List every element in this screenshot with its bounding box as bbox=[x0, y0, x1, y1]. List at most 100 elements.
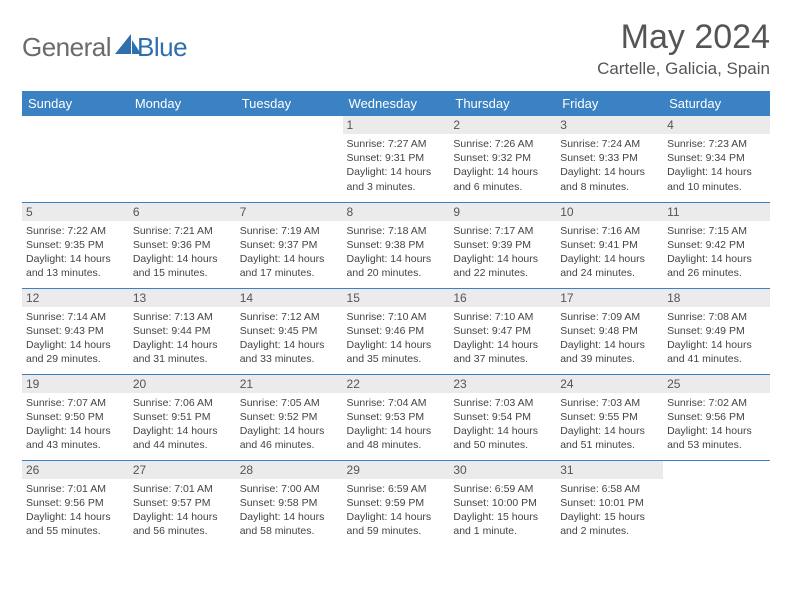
day-number: 28 bbox=[236, 461, 343, 479]
sunset-text: Sunset: 9:44 PM bbox=[133, 324, 232, 338]
daylight-text: Daylight: 14 hours and 58 minutes. bbox=[240, 510, 339, 538]
daylight-text: Daylight: 14 hours and 10 minutes. bbox=[667, 165, 766, 193]
sunset-text: Sunset: 9:51 PM bbox=[133, 410, 232, 424]
day-info: Sunrise: 6:58 AMSunset: 10:01 PMDaylight… bbox=[560, 482, 659, 539]
weekday-header: Saturday bbox=[663, 91, 770, 116]
sunrise-text: Sunrise: 7:13 AM bbox=[133, 310, 232, 324]
sunset-text: Sunset: 9:36 PM bbox=[133, 238, 232, 252]
day-info: Sunrise: 7:26 AMSunset: 9:32 PMDaylight:… bbox=[453, 137, 552, 194]
weekday-header: Wednesday bbox=[343, 91, 450, 116]
sunrise-text: Sunrise: 7:04 AM bbox=[347, 396, 446, 410]
sunrise-text: Sunrise: 7:10 AM bbox=[453, 310, 552, 324]
sunrise-text: Sunrise: 7:15 AM bbox=[667, 224, 766, 238]
sunrise-text: Sunrise: 7:19 AM bbox=[240, 224, 339, 238]
sunset-text: Sunset: 9:43 PM bbox=[26, 324, 125, 338]
calendar-day-cell: 8Sunrise: 7:18 AMSunset: 9:38 PMDaylight… bbox=[343, 202, 450, 288]
day-info: Sunrise: 7:03 AMSunset: 9:55 PMDaylight:… bbox=[560, 396, 659, 453]
daylight-text: Daylight: 14 hours and 20 minutes. bbox=[347, 252, 446, 280]
sunset-text: Sunset: 9:32 PM bbox=[453, 151, 552, 165]
sunset-text: Sunset: 9:38 PM bbox=[347, 238, 446, 252]
calendar-day-cell: 29Sunrise: 6:59 AMSunset: 9:59 PMDayligh… bbox=[343, 460, 450, 546]
day-number: 31 bbox=[556, 461, 663, 479]
weekday-header-row: Sunday Monday Tuesday Wednesday Thursday… bbox=[22, 91, 770, 116]
sunset-text: Sunset: 9:57 PM bbox=[133, 496, 232, 510]
daylight-text: Daylight: 14 hours and 22 minutes. bbox=[453, 252, 552, 280]
day-info: Sunrise: 7:12 AMSunset: 9:45 PMDaylight:… bbox=[240, 310, 339, 367]
daylight-text: Daylight: 14 hours and 3 minutes. bbox=[347, 165, 446, 193]
calendar-week-row: 19Sunrise: 7:07 AMSunset: 9:50 PMDayligh… bbox=[22, 374, 770, 460]
sunset-text: Sunset: 9:39 PM bbox=[453, 238, 552, 252]
day-number: 22 bbox=[343, 375, 450, 393]
day-number: 24 bbox=[556, 375, 663, 393]
daylight-text: Daylight: 14 hours and 15 minutes. bbox=[133, 252, 232, 280]
day-number: 26 bbox=[22, 461, 129, 479]
calendar-day-cell: 28Sunrise: 7:00 AMSunset: 9:58 PMDayligh… bbox=[236, 460, 343, 546]
day-info: Sunrise: 7:23 AMSunset: 9:34 PMDaylight:… bbox=[667, 137, 766, 194]
calendar-day-cell: 22Sunrise: 7:04 AMSunset: 9:53 PMDayligh… bbox=[343, 374, 450, 460]
day-info: Sunrise: 6:59 AMSunset: 9:59 PMDaylight:… bbox=[347, 482, 446, 539]
day-number: 5 bbox=[22, 203, 129, 221]
sunrise-text: Sunrise: 7:27 AM bbox=[347, 137, 446, 151]
sunrise-text: Sunrise: 7:16 AM bbox=[560, 224, 659, 238]
daylight-text: Daylight: 14 hours and 41 minutes. bbox=[667, 338, 766, 366]
sunrise-text: Sunrise: 6:59 AM bbox=[453, 482, 552, 496]
daylight-text: Daylight: 14 hours and 59 minutes. bbox=[347, 510, 446, 538]
calendar-day-cell: 1Sunrise: 7:27 AMSunset: 9:31 PMDaylight… bbox=[343, 116, 450, 202]
day-info: Sunrise: 7:22 AMSunset: 9:35 PMDaylight:… bbox=[26, 224, 125, 281]
calendar-week-row: 5 Sunrise: 7:22 AMSunset: 9:35 PMDaylight… bbox=[22, 202, 770, 288]
sunset-text: Sunset: 9:37 PM bbox=[240, 238, 339, 252]
sunrise-text: Sunrise: 6:58 AM bbox=[560, 482, 659, 496]
daylight-text: Daylight: 14 hours and 51 minutes. bbox=[560, 424, 659, 452]
sunrise-text: Sunrise: 7:23 AM bbox=[667, 137, 766, 151]
sunset-text: Sunset: 9:46 PM bbox=[347, 324, 446, 338]
calendar-day-cell: 26 Sunrise: 7:01 AMSunset: 9:56 PMDayligh… bbox=[22, 460, 129, 546]
sunset-text: Sunset: 9:35 PM bbox=[26, 238, 125, 252]
daylight-text: Daylight: 15 hours and 1 minute. bbox=[453, 510, 552, 538]
calendar-day-cell: 10Sunrise: 7:16 AMSunset: 9:41 PMDayligh… bbox=[556, 202, 663, 288]
day-info: Sunrise: 7:21 AMSunset: 9:36 PMDaylight:… bbox=[133, 224, 232, 281]
daylight-text: Daylight: 14 hours and 13 minutes. bbox=[26, 252, 125, 280]
day-info: Sunrise: 7:17 AMSunset: 9:39 PMDaylight:… bbox=[453, 224, 552, 281]
daylight-text: Daylight: 14 hours and 35 minutes. bbox=[347, 338, 446, 366]
day-number: 23 bbox=[449, 375, 556, 393]
calendar-day-cell: 12Sunrise: 7:14 AMSunset: 9:43 PMDayligh… bbox=[22, 288, 129, 374]
sunset-text: Sunset: 10:01 PM bbox=[560, 496, 659, 510]
day-number: 19 bbox=[22, 375, 129, 393]
sunrise-text: Sunrise: 7:03 AM bbox=[453, 396, 552, 410]
brand-text-1: General bbox=[22, 32, 111, 63]
sunset-text: Sunset: 9:56 PM bbox=[667, 410, 766, 424]
header: General Blue May 2024 Cartelle, Galicia,… bbox=[22, 18, 770, 79]
sunrise-text: Sunrise: 7:03 AM bbox=[560, 396, 659, 410]
day-info: Sunrise: 7:15 AMSunset: 9:42 PMDaylight:… bbox=[667, 224, 766, 281]
daylight-text: Daylight: 14 hours and 29 minutes. bbox=[26, 338, 125, 366]
daylight-text: Daylight: 14 hours and 50 minutes. bbox=[453, 424, 552, 452]
day-info: Sunrise: 7:05 AMSunset: 9:52 PMDaylight:… bbox=[240, 396, 339, 453]
calendar-day-cell: 21Sunrise: 7:05 AMSunset: 9:52 PMDayligh… bbox=[236, 374, 343, 460]
sunrise-text: Sunrise: 7:08 AM bbox=[667, 310, 766, 324]
calendar-day-cell: 4 Sunrise: 7:23 AMSunset: 9:34 PMDaylight… bbox=[663, 116, 770, 202]
calendar-day-cell: 31 Sunrise: 6:58 AMSunset: 10:01 PMDaylig… bbox=[556, 460, 663, 546]
calendar-day-cell: 17Sunrise: 7:09 AMSunset: 9:48 PMDayligh… bbox=[556, 288, 663, 374]
calendar-day-cell bbox=[22, 116, 129, 202]
sunrise-text: Sunrise: 7:21 AM bbox=[133, 224, 232, 238]
day-info: Sunrise: 7:24 AMSunset: 9:33 PMDaylight:… bbox=[560, 137, 659, 194]
calendar-table: Sunday Monday Tuesday Wednesday Thursday… bbox=[22, 91, 770, 546]
day-number: 9 bbox=[449, 203, 556, 221]
sunset-text: Sunset: 9:59 PM bbox=[347, 496, 446, 510]
page-title: May 2024 bbox=[597, 18, 770, 57]
sunrise-text: Sunrise: 7:01 AM bbox=[133, 482, 232, 496]
daylight-text: Daylight: 14 hours and 46 minutes. bbox=[240, 424, 339, 452]
day-info: Sunrise: 7:13 AMSunset: 9:44 PMDaylight:… bbox=[133, 310, 232, 367]
sunset-text: Sunset: 9:33 PM bbox=[560, 151, 659, 165]
sunset-text: Sunset: 9:41 PM bbox=[560, 238, 659, 252]
sunset-text: Sunset: 9:45 PM bbox=[240, 324, 339, 338]
sunset-text: Sunset: 9:56 PM bbox=[26, 496, 125, 510]
daylight-text: Daylight: 14 hours and 43 minutes. bbox=[26, 424, 125, 452]
sunset-text: Sunset: 9:50 PM bbox=[26, 410, 125, 424]
day-number: 14 bbox=[236, 289, 343, 307]
calendar-day-cell bbox=[129, 116, 236, 202]
day-info: Sunrise: 7:01 AMSunset: 9:56 PMDaylight:… bbox=[26, 482, 125, 539]
day-info: Sunrise: 7:16 AMSunset: 9:41 PMDaylight:… bbox=[560, 224, 659, 281]
sunrise-text: Sunrise: 7:10 AM bbox=[347, 310, 446, 324]
day-number: 4 bbox=[663, 116, 770, 134]
